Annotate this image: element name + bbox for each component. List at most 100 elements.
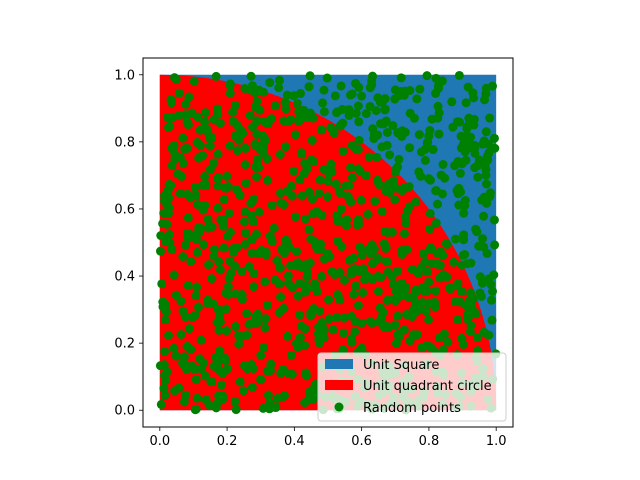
random-point: [263, 175, 273, 185]
random-point: [308, 209, 318, 219]
x-tick-label: 0.2: [217, 434, 238, 449]
random-point: [163, 112, 173, 122]
random-point: [171, 75, 181, 85]
x-tick-label: 1.0: [486, 434, 507, 449]
random-point: [156, 399, 166, 409]
random-point: [169, 270, 179, 280]
random-point: [207, 274, 217, 284]
random-point: [250, 88, 260, 98]
random-point: [489, 133, 499, 143]
random-point: [377, 312, 387, 322]
random-point: [283, 278, 293, 288]
random-point: [231, 405, 241, 415]
random-point: [319, 107, 329, 117]
random-point: [371, 106, 381, 116]
random-point: [434, 333, 444, 343]
random-point: [336, 81, 346, 91]
random-point: [383, 267, 393, 277]
random-point: [232, 243, 242, 253]
random-point: [308, 394, 318, 404]
random-point: [265, 366, 275, 376]
legend-label-unit-quadrant-circle: Unit quadrant circle: [363, 379, 492, 394]
random-point: [195, 140, 205, 150]
random-point: [327, 267, 337, 277]
random-point: [230, 131, 240, 141]
legend-label-unit-square: Unit Square: [363, 358, 439, 373]
random-point: [387, 227, 397, 237]
random-point: [339, 313, 349, 323]
random-point: [337, 104, 347, 114]
random-point: [158, 219, 168, 229]
random-point: [256, 374, 266, 384]
x-tick-label: 0.6: [351, 434, 372, 449]
random-point: [322, 73, 332, 83]
random-point: [385, 150, 395, 160]
random-point: [306, 311, 316, 321]
random-point: [310, 382, 320, 392]
random-point: [351, 108, 361, 118]
random-point: [356, 195, 366, 205]
random-point: [217, 380, 226, 390]
random-point: [281, 142, 291, 152]
random-point: [425, 209, 435, 218]
random-point: [350, 327, 360, 337]
random-point: [209, 115, 219, 125]
random-point: [381, 321, 391, 331]
random-point: [473, 160, 483, 170]
random-point: [247, 248, 257, 258]
random-point: [447, 97, 457, 107]
random-point: [433, 113, 443, 123]
random-point: [204, 260, 214, 270]
random-point: [461, 98, 471, 108]
random-point: [191, 291, 201, 301]
random-point: [487, 286, 497, 296]
random-point: [326, 123, 336, 133]
random-point: [489, 215, 499, 225]
random-point: [449, 257, 459, 267]
random-point: [267, 237, 277, 247]
random-point: [344, 181, 354, 191]
random-point: [412, 94, 422, 104]
x-tick-label: 0.4: [284, 434, 305, 449]
random-point: [260, 135, 270, 145]
random-point: [200, 117, 210, 127]
random-point: [267, 200, 277, 210]
random-point: [300, 340, 310, 350]
random-point: [249, 268, 259, 278]
random-point: [417, 343, 427, 353]
y-tick-label: 0.4: [114, 270, 135, 285]
random-point: [252, 155, 262, 165]
random-point: [275, 75, 285, 85]
random-point: [291, 130, 301, 140]
random-point: [218, 221, 228, 231]
random-point: [213, 357, 223, 367]
random-point: [293, 258, 303, 268]
random-point: [466, 320, 476, 330]
random-point: [338, 328, 348, 338]
random-point: [464, 117, 474, 127]
random-point: [475, 272, 485, 282]
random-point: [263, 390, 273, 400]
random-point: [424, 174, 434, 184]
random-point: [319, 85, 329, 95]
random-point: [459, 230, 469, 240]
random-point: [178, 252, 188, 262]
random-point: [212, 317, 222, 327]
random-point: [405, 202, 415, 212]
random-point: [431, 73, 441, 83]
random-point: [213, 149, 223, 159]
random-point: [337, 242, 347, 252]
random-point: [438, 160, 448, 169]
random-point: [417, 147, 427, 157]
random-point: [279, 116, 289, 126]
random-point: [324, 314, 334, 324]
random-point: [183, 281, 193, 291]
random-point: [260, 323, 270, 333]
random-point: [182, 365, 192, 375]
random-point: [411, 285, 421, 295]
random-point: [215, 265, 225, 275]
random-point: [217, 368, 227, 378]
random-point: [188, 312, 198, 322]
random-point: [400, 212, 410, 222]
random-point: [215, 346, 225, 356]
